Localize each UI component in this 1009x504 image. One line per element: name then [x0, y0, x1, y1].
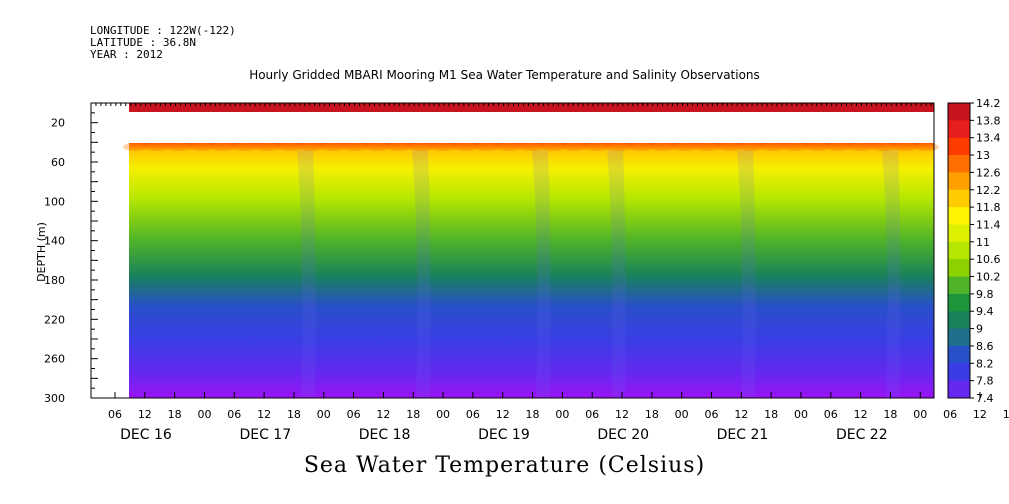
- x-hour-tick: 00: [197, 408, 211, 421]
- x-hour-tick: 06: [824, 408, 838, 421]
- x-hour-tick: 18: [764, 408, 778, 421]
- x-hour-tick: 12: [257, 408, 271, 421]
- colorbar-level-label: 9: [976, 323, 983, 336]
- y-tick-label: 60: [51, 156, 65, 169]
- x-hour-tick: 12: [854, 408, 868, 421]
- colorbar-segment: [948, 103, 970, 121]
- x-hour-tick: 06: [585, 408, 599, 421]
- year-label: YEAR : 2012: [90, 48, 163, 61]
- x-hour-tick: 18: [526, 408, 540, 421]
- colorbar-segment: [948, 345, 970, 364]
- colorbar-units-label: Sea Water Temperature (Celsius): [303, 453, 706, 478]
- colorbar-level-label: 14.2: [976, 97, 1001, 110]
- y-axis-label: DEPTH (m): [35, 222, 48, 282]
- temperature-field: [129, 143, 934, 398]
- x-hour-tick: 18: [883, 408, 897, 421]
- x-hour-tick: 12: [496, 408, 510, 421]
- colorbar-segment: [948, 137, 970, 156]
- x-hour-tick: 00: [436, 408, 450, 421]
- x-hour-tick: 06: [943, 408, 957, 421]
- x-hour-tick: 00: [794, 408, 808, 421]
- colorbar-segment: [948, 259, 970, 278]
- colorbar-segment: [948, 207, 970, 225]
- x-hour-tick: 12: [734, 408, 748, 421]
- x-hour-tick: 06: [705, 408, 719, 421]
- x-hour-tick: 18: [168, 408, 182, 421]
- colorbar-level-label: 12.2: [976, 184, 1001, 197]
- x-day-label: DEC 17: [239, 427, 291, 443]
- x-hour-tick: 06: [347, 408, 361, 421]
- x-day-label: DEC 22: [836, 427, 888, 443]
- colorbar-segment: [948, 172, 970, 191]
- y-axis: 20 60 100 140 180 220 260 300: [44, 102, 98, 405]
- x-hour-tick: 18: [406, 408, 420, 421]
- colorbar-segment: [948, 311, 970, 330]
- x-day-label: DEC 18: [359, 427, 411, 443]
- x-day-label: DEC 21: [717, 427, 769, 443]
- colorbar-level-label: 12.6: [976, 166, 1001, 179]
- x-hour-tick: 12: [973, 408, 987, 421]
- x-hour-tick: 06: [227, 408, 241, 421]
- x-hour-tick: 06: [108, 408, 122, 421]
- colorbar-level-label: 11.8: [976, 201, 1001, 214]
- temperature-field-variations: [123, 143, 939, 398]
- colorbar-level-label: 8.6: [976, 340, 994, 353]
- colorbar-level-label: 11: [976, 236, 990, 249]
- colorbar-segment: [948, 380, 970, 399]
- colorbar-segment: [948, 120, 970, 139]
- colorbar-segment: [948, 328, 970, 347]
- x-hour-tick: 18: [287, 408, 301, 421]
- colorbar-level-label: 7.4: [976, 392, 994, 405]
- x-day-label: DEC 20: [597, 427, 649, 443]
- colorbar-segment: [948, 224, 970, 243]
- colorbar-segment: [948, 155, 970, 173]
- x-day-label: DEC 16: [120, 427, 172, 443]
- colorbar-segment: [948, 189, 970, 208]
- x-hour-tick: 00: [555, 408, 569, 421]
- y-tick-label: 300: [44, 392, 65, 405]
- colorbar-segment: [948, 241, 970, 260]
- colorbar-segment: [948, 276, 970, 295]
- x-hour-tick: 06: [466, 408, 480, 421]
- colorbar-level-label: 10.6: [976, 253, 1001, 266]
- y-tick-label: 20: [51, 117, 65, 130]
- longitude-label: LONGITUDE : 122W(-122): [90, 24, 236, 37]
- x-hour-tick: 18: [1003, 408, 1009, 421]
- colorbar-level-label: 13.4: [976, 132, 1001, 145]
- y-tick-label: 260: [44, 353, 65, 366]
- surface-temperature-band: [129, 103, 934, 112]
- x-axis: 06 12 18 00 06 12 18 00 06 12 18 00 06 12 18 00 06 12 18 00…: [90, 103, 1009, 443]
- colorbar-level-label: 11.4: [976, 218, 1001, 231]
- colorbar-level-label: 9.4: [976, 305, 994, 318]
- y-tick-label: 100: [44, 195, 65, 208]
- x-hour-tick: 18: [645, 408, 659, 421]
- colorbar-level-label: 10.2: [976, 271, 1001, 284]
- colorbar-segment: [948, 363, 970, 382]
- x-hour-tick: 12: [615, 408, 629, 421]
- colorbar-level-label: 8.2: [976, 357, 994, 370]
- x-hour-tick: 00: [317, 408, 331, 421]
- latitude-label: LATITUDE : 36.8N: [90, 36, 196, 49]
- chart-title: Hourly Gridded MBARI Mooring M1 Sea Wate…: [249, 68, 760, 82]
- colorbar: 14.2 13.8 13.4 13 12.6 12.2 11.8 11.4 11 10.6 10.2…: [947, 97, 1001, 405]
- x-hour-tick: 00: [913, 408, 927, 421]
- colorbar-level-label: 13.8: [976, 114, 1001, 127]
- colorbar-segment: [948, 293, 970, 312]
- x-hour-tick: 00: [675, 408, 689, 421]
- colorbar-level-label: 7.8: [976, 375, 994, 388]
- colorbar-level-label: 13: [976, 149, 990, 162]
- x-hour-tick: 12: [138, 408, 152, 421]
- x-hour-tick: 12: [376, 408, 390, 421]
- y-tick-label: 180: [44, 274, 65, 287]
- colorbar-level-label: 9.8: [976, 288, 994, 301]
- x-day-label: DEC 19: [478, 427, 530, 443]
- y-tick-label: 140: [44, 235, 65, 248]
- y-tick-label: 220: [44, 313, 65, 326]
